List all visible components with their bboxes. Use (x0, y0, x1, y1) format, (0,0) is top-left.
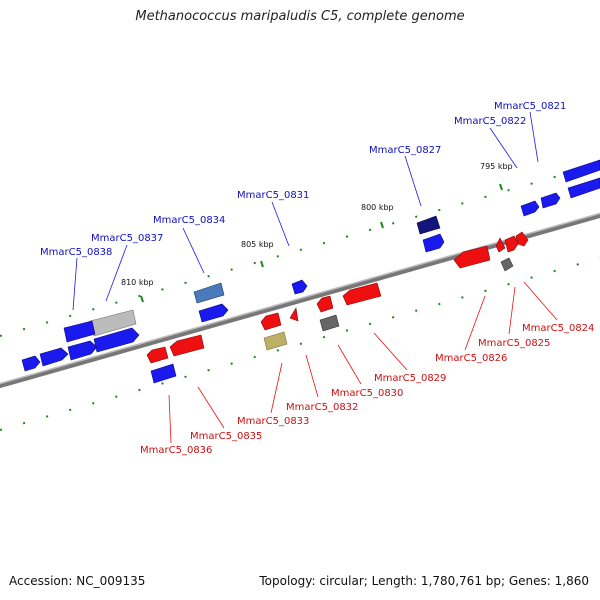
gene-arrow[interactable] (260, 312, 282, 331)
gene-arrow[interactable] (39, 347, 69, 367)
gene-label-0829[interactable]: MmarC5_0829 (374, 373, 446, 384)
gene-arrow[interactable] (291, 279, 308, 295)
gene-arrow[interactable] (289, 307, 299, 322)
gene-label-0833[interactable]: MmarC5_0833 (237, 416, 309, 427)
forward-labels: MmarC5_0821 MmarC5_0822 MmarC5_0827 Mmar… (40, 101, 566, 258)
genome-title: Methanococcus maripaludis C5, complete g… (135, 9, 465, 24)
gene-label-0821[interactable]: MmarC5_0821 (494, 101, 566, 112)
gene-arrow[interactable] (500, 257, 514, 272)
genome-backbone-highlight (0, 212, 600, 385)
gene-arrow[interactable] (495, 237, 506, 253)
scale-label: 795 kbp (480, 162, 513, 171)
gene-label-0825[interactable]: MmarC5_0825 (478, 338, 550, 349)
forward-leader-lines (72, 111, 539, 311)
gene-arrow[interactable] (567, 177, 600, 199)
genome-summary-text: Topology: circular; Length: 1,780,761 bp… (259, 574, 589, 588)
gene-arrow[interactable] (520, 200, 540, 217)
gene-label-0834[interactable]: MmarC5_0834 (153, 215, 225, 226)
reverse-leader-lines (168, 281, 558, 444)
gene-arrow[interactable] (540, 192, 561, 209)
gene-arrow[interactable] (453, 245, 491, 269)
gene-label-0831[interactable]: MmarC5_0831 (237, 190, 309, 201)
gene-arrow[interactable] (263, 331, 288, 351)
reverse-labels: MmarC5_0824 MmarC5_0825 MmarC5_0826 Mmar… (140, 323, 594, 456)
scale-label: 810 kbp (121, 278, 154, 287)
genome-backbone (0, 212, 600, 389)
gene-arrow[interactable] (562, 159, 600, 183)
gene-label-0827[interactable]: MmarC5_0827 (369, 145, 441, 156)
gene-label-0832[interactable]: MmarC5_0832 (286, 402, 358, 413)
gene-arrow[interactable] (67, 340, 98, 361)
gene-arrow[interactable] (319, 314, 340, 332)
gene-arrow[interactable] (150, 363, 177, 384)
scale-label: 805 kbp (241, 240, 274, 249)
accession-text: Accession: NC_009135 (9, 574, 146, 588)
gene-arrow[interactable] (93, 327, 140, 353)
gene-label-0838[interactable]: MmarC5_0838 (40, 247, 112, 258)
gene-arrow[interactable] (193, 282, 225, 304)
tick-track-lower (0, 257, 600, 431)
gene-label-0824[interactable]: MmarC5_0824 (522, 323, 594, 334)
gene-arrow[interactable] (504, 235, 519, 253)
gene-arrow[interactable] (146, 346, 169, 364)
gene-arrow[interactable] (63, 320, 96, 343)
gene-label-0837[interactable]: MmarC5_0837 (91, 233, 163, 244)
gene-label-0836[interactable]: MmarC5_0836 (140, 445, 212, 456)
gene-arrow[interactable] (169, 334, 205, 357)
gene-arrow[interactable] (416, 215, 441, 235)
gene-label-0826[interactable]: MmarC5_0826 (435, 353, 507, 364)
gene-label-0830[interactable]: MmarC5_0830 (331, 388, 403, 399)
tick-track-upper (0, 163, 600, 337)
gene-arrow[interactable] (342, 282, 382, 306)
scale-ticks (140, 183, 503, 303)
gene-arrow[interactable] (422, 233, 445, 253)
gene-arrow[interactable] (316, 295, 334, 313)
gene-label-0835[interactable]: MmarC5_0835 (190, 431, 262, 442)
gene-label-0822[interactable]: MmarC5_0822 (454, 116, 526, 127)
gene-arrow[interactable] (21, 355, 41, 372)
forward-genes (21, 159, 600, 384)
reverse-genes (146, 231, 529, 364)
gene-arrow[interactable] (198, 303, 229, 323)
scale-label: 800 kbp (361, 203, 394, 212)
